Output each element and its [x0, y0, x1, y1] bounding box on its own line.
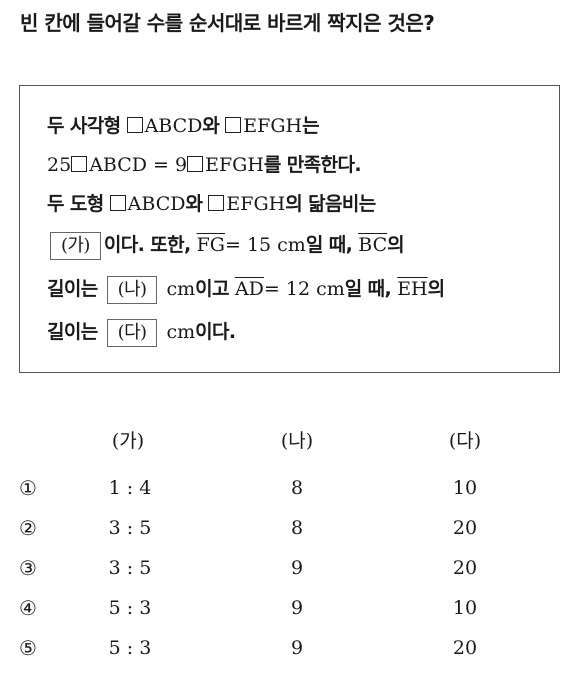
text: 는	[302, 115, 319, 137]
text: EFGH	[205, 154, 264, 176]
choice-da: 20	[452, 517, 478, 539]
header-na: (나)	[280, 430, 314, 452]
problem-line-1: 두 사각형 ABCD와 EFGH는	[47, 108, 320, 144]
blank-ga: (가)	[50, 231, 101, 260]
text: ABCD	[144, 115, 203, 137]
problem-box: 두 사각형 ABCD와 EFGH는 25 ABCD = 9 EFGH를 만족한다. …	[19, 85, 560, 373]
choice-da: 10	[452, 597, 478, 619]
choice-na: 9	[290, 597, 304, 619]
text: 의	[427, 278, 445, 300]
choice-number[interactable]: ④	[19, 596, 37, 620]
quadrilateral-symbol	[225, 117, 242, 133]
choice-ga: 1 : 4	[108, 477, 152, 499]
quadrilateral-symbol	[187, 156, 204, 172]
text: cm	[160, 321, 196, 343]
text: 길이는	[47, 321, 104, 343]
text: 의	[387, 234, 404, 256]
choice-da: 10	[452, 477, 478, 499]
quadrilateral-symbol	[71, 156, 88, 172]
choice-number[interactable]: ③	[19, 556, 37, 580]
text: EFGH	[226, 193, 286, 215]
choice-ga: 5 : 3	[108, 597, 152, 619]
text: 이다. 또한,	[103, 234, 197, 256]
text: 길이는	[47, 278, 104, 300]
header-da: (다)	[448, 430, 482, 452]
choice-da: 20	[452, 557, 478, 579]
text: 25	[47, 154, 72, 176]
choice-na: 9	[290, 637, 304, 659]
problem-line-4: (가) 이다. 또한, FG= 15 cm일 때, BC의	[47, 227, 405, 263]
text: 일 때,	[344, 278, 398, 300]
text: 이다.	[195, 321, 236, 343]
text: ABCD = 9	[89, 154, 188, 176]
header-ga: (가)	[111, 430, 145, 452]
text: EFGH	[243, 115, 303, 137]
choice-number[interactable]: ①	[19, 476, 37, 500]
choice-na: 9	[290, 557, 304, 579]
problem-line-6: 길이는 (다) cm이다.	[47, 314, 236, 350]
question-text: 빈 칸에 들어갈 수를 순서대로 바르게 짝지은 것은?	[20, 11, 435, 35]
blank-na: (나)	[106, 275, 158, 304]
quadrilateral-symbol	[109, 195, 126, 211]
text: = 12 cm	[263, 278, 345, 300]
choice-da: 20	[452, 637, 478, 659]
choice-number[interactable]: ②	[19, 516, 37, 540]
problem-line-2: 25 ABCD = 9 EFGH를 만족한다.	[47, 147, 362, 183]
segment-bc: BC	[358, 234, 388, 256]
text: 두 도형	[47, 193, 110, 215]
problem-line-5: 길이는 (나) cm이고 AD= 12 cm일 때, EH의	[47, 271, 445, 307]
segment-eh: EH	[397, 278, 428, 300]
choice-na: 8	[290, 517, 304, 539]
choice-ga: 3 : 5	[108, 517, 152, 539]
text: 일 때,	[305, 234, 359, 256]
text: = 15 cm	[224, 234, 306, 256]
blank-da: (다)	[106, 318, 158, 347]
text: cm	[160, 278, 196, 300]
choice-ga: 3 : 5	[108, 557, 152, 579]
text: 와	[202, 115, 226, 137]
choice-ga: 5 : 3	[108, 637, 152, 659]
text: ABCD	[127, 193, 186, 215]
choice-number[interactable]: ⑤	[19, 636, 37, 660]
segment-ad: AD	[234, 278, 264, 300]
problem-line-3: 두 도형 ABCD와 EFGH의 닮음비는	[47, 186, 376, 222]
quadrilateral-symbol	[126, 117, 143, 133]
text: 이고	[195, 278, 235, 300]
quadrilateral-symbol	[208, 195, 225, 211]
text: 와	[185, 193, 209, 215]
segment-fg: FG	[196, 234, 225, 256]
text: 두 사각형	[47, 115, 127, 137]
text: 의 닮음비는	[285, 193, 376, 215]
text: 를 만족한다.	[263, 154, 362, 176]
choice-na: 8	[290, 477, 304, 499]
